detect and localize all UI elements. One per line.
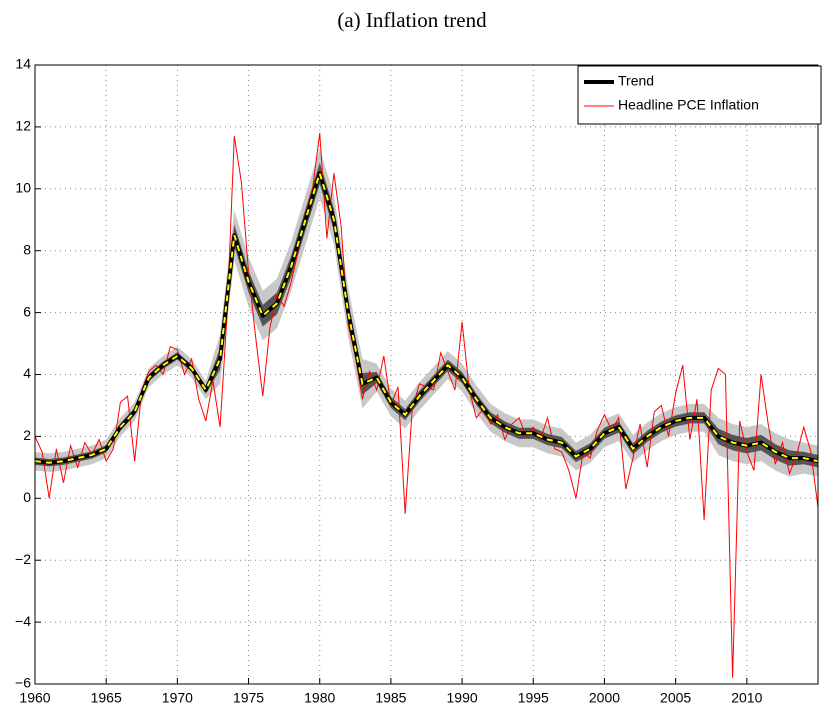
x-tick-label: 1985 xyxy=(375,690,406,706)
y-tick-label: 8 xyxy=(23,241,31,257)
legend-label: Trend xyxy=(618,73,654,89)
x-tick-label: 1990 xyxy=(447,690,478,706)
y-tick-label: −6 xyxy=(15,675,31,691)
y-tick-label: −2 xyxy=(15,551,31,567)
x-tick-label: 1980 xyxy=(304,690,335,706)
x-tick-label: 1970 xyxy=(162,690,193,706)
x-tick-label: 2010 xyxy=(731,690,762,706)
y-tick-label: −4 xyxy=(15,613,31,629)
x-tick-label: 1995 xyxy=(518,690,549,706)
chart-title: (a) Inflation trend xyxy=(337,8,487,32)
x-tick-label: 1965 xyxy=(91,690,122,706)
y-tick-label: 0 xyxy=(23,489,31,505)
x-tick-label: 2005 xyxy=(660,690,691,706)
y-tick-label: 10 xyxy=(15,180,31,196)
y-tick-label: 6 xyxy=(23,303,31,319)
y-tick-label: 2 xyxy=(23,427,31,443)
x-tick-label: 1960 xyxy=(19,690,50,706)
legend-box xyxy=(577,65,822,125)
x-tick-label: 1975 xyxy=(233,690,264,706)
y-tick-label: 4 xyxy=(23,365,31,381)
trend-dash xyxy=(34,169,819,464)
plot-frame xyxy=(34,64,819,685)
y-tick-label: 14 xyxy=(15,56,31,72)
legend-label: Headline PCE Inflation xyxy=(618,97,759,113)
x-tick-label: 2000 xyxy=(589,690,620,706)
y-tick-label: 12 xyxy=(15,118,31,134)
